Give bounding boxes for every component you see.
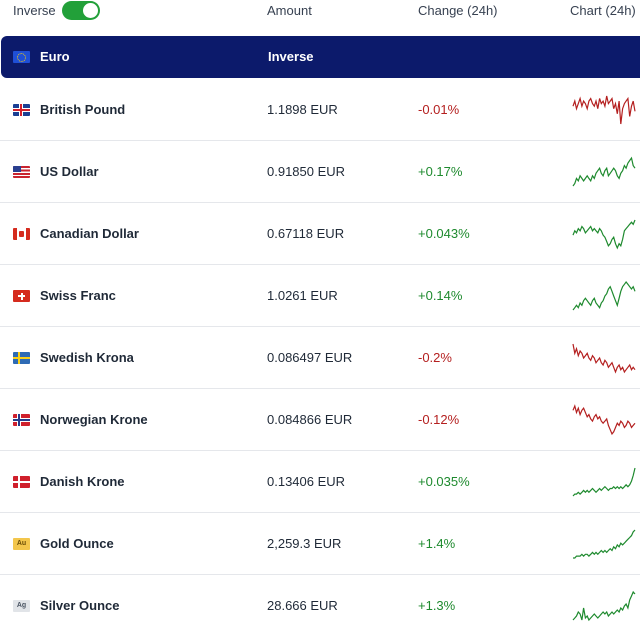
sparkline-series	[572, 404, 636, 436]
sparkline-series	[572, 219, 636, 250]
sparkline-series	[572, 95, 636, 125]
us-flag-icon	[13, 166, 30, 178]
sparkline-series	[572, 281, 636, 311]
currency-amount: 0.13406 EUR	[267, 474, 346, 489]
currency-name: British Pound	[40, 102, 126, 117]
change-column-header: Change (24h)	[418, 3, 498, 18]
sparkline-series	[572, 590, 636, 622]
currency-row[interactable]: Au Gold Ounce 2,259.3 EUR +1.4%	[0, 513, 640, 575]
currency-name: Canadian Dollar	[40, 226, 139, 241]
currency-change: +0.14%	[418, 288, 463, 303]
sparkline-chart	[572, 467, 636, 497]
currency-row[interactable]: US Dollar 0.91850 EUR +0.17%	[0, 141, 640, 203]
currency-change: +0.043%	[418, 226, 470, 241]
silver-icon: Ag	[13, 600, 30, 612]
se-flag-icon	[13, 352, 30, 364]
currency-amount: 0.67118 EUR	[267, 226, 345, 241]
top-bar: Inverse Amount Change (24h) Chart (24h)	[0, 0, 640, 28]
sparkline-chart	[572, 281, 636, 311]
gb-flag-icon	[13, 104, 30, 116]
currency-row[interactable]: Norwegian Krone 0.084866 EUR -0.12%	[0, 389, 640, 451]
currency-change: -0.01%	[418, 102, 460, 117]
eu-flag-icon	[13, 51, 30, 63]
currency-row[interactable]: Danish Krone 0.13406 EUR +0.035%	[0, 451, 640, 513]
currency-name: Swiss Franc	[40, 288, 116, 303]
currency-row[interactable]: Swiss Franc 1.0261 EUR +0.14%	[0, 265, 640, 327]
currency-change: -0.2%	[418, 350, 452, 365]
ch-flag-icon	[13, 290, 30, 302]
currency-change: +0.17%	[418, 164, 463, 179]
currency-name: US Dollar	[40, 164, 99, 179]
no-flag-icon	[13, 414, 30, 426]
toggle-knob	[83, 3, 98, 18]
sparkline-series	[572, 467, 636, 497]
currency-row[interactable]: Canadian Dollar 0.67118 EUR +0.043%	[0, 203, 640, 265]
amount-column-header: Amount	[267, 3, 312, 18]
base-mode-label: Inverse	[268, 49, 314, 64]
sparkline-chart	[572, 343, 636, 374]
currency-row[interactable]: British Pound 1.1898 EUR -0.01%	[0, 79, 640, 141]
inverse-toggle-label: Inverse	[13, 3, 56, 18]
currency-amount: 0.084866 EUR	[267, 412, 353, 427]
currency-name: Swedish Krona	[40, 350, 134, 365]
inverse-toggle[interactable]	[62, 1, 100, 20]
sparkline-series	[572, 156, 636, 187]
sparkline-chart	[572, 590, 636, 622]
currency-change: -0.12%	[418, 412, 460, 427]
currency-amount: 2,259.3 EUR	[267, 536, 342, 551]
sparkline-chart	[572, 156, 636, 187]
currency-change: +1.4%	[418, 536, 456, 551]
ca-flag-icon	[13, 228, 30, 240]
sparkline-chart	[572, 404, 636, 436]
currency-amount: 1.1898 EUR	[267, 102, 338, 117]
sparkline-series	[573, 529, 636, 559]
currency-change: +1.3%	[418, 598, 456, 613]
base-currency-name: Euro	[40, 49, 70, 64]
currency-row[interactable]: Swedish Krona 0.086497 EUR -0.2%	[0, 327, 640, 389]
currency-amount: 28.666 EUR	[267, 598, 338, 613]
currency-amount: 0.086497 EUR	[267, 350, 353, 365]
currency-name: Silver Ounce	[40, 598, 120, 613]
gold-icon: Au	[13, 538, 30, 550]
base-currency-row[interactable]: Euro Inverse	[1, 36, 640, 78]
currency-amount: 0.91850 EUR	[267, 164, 346, 179]
currency-name: Norwegian Krone	[40, 412, 148, 427]
sparkline-chart	[573, 529, 636, 559]
sparkline-series	[572, 343, 636, 374]
currency-name: Gold Ounce	[40, 536, 114, 551]
currency-name: Danish Krone	[40, 474, 125, 489]
chart-column-header: Chart (24h)	[570, 3, 636, 18]
sparkline-chart	[572, 95, 636, 125]
currency-row[interactable]: Ag Silver Ounce 28.666 EUR +1.3%	[0, 575, 640, 626]
currency-change: +0.035%	[418, 474, 470, 489]
dk-flag-icon	[13, 476, 30, 488]
sparkline-chart	[572, 219, 636, 250]
currency-amount: 1.0261 EUR	[267, 288, 338, 303]
